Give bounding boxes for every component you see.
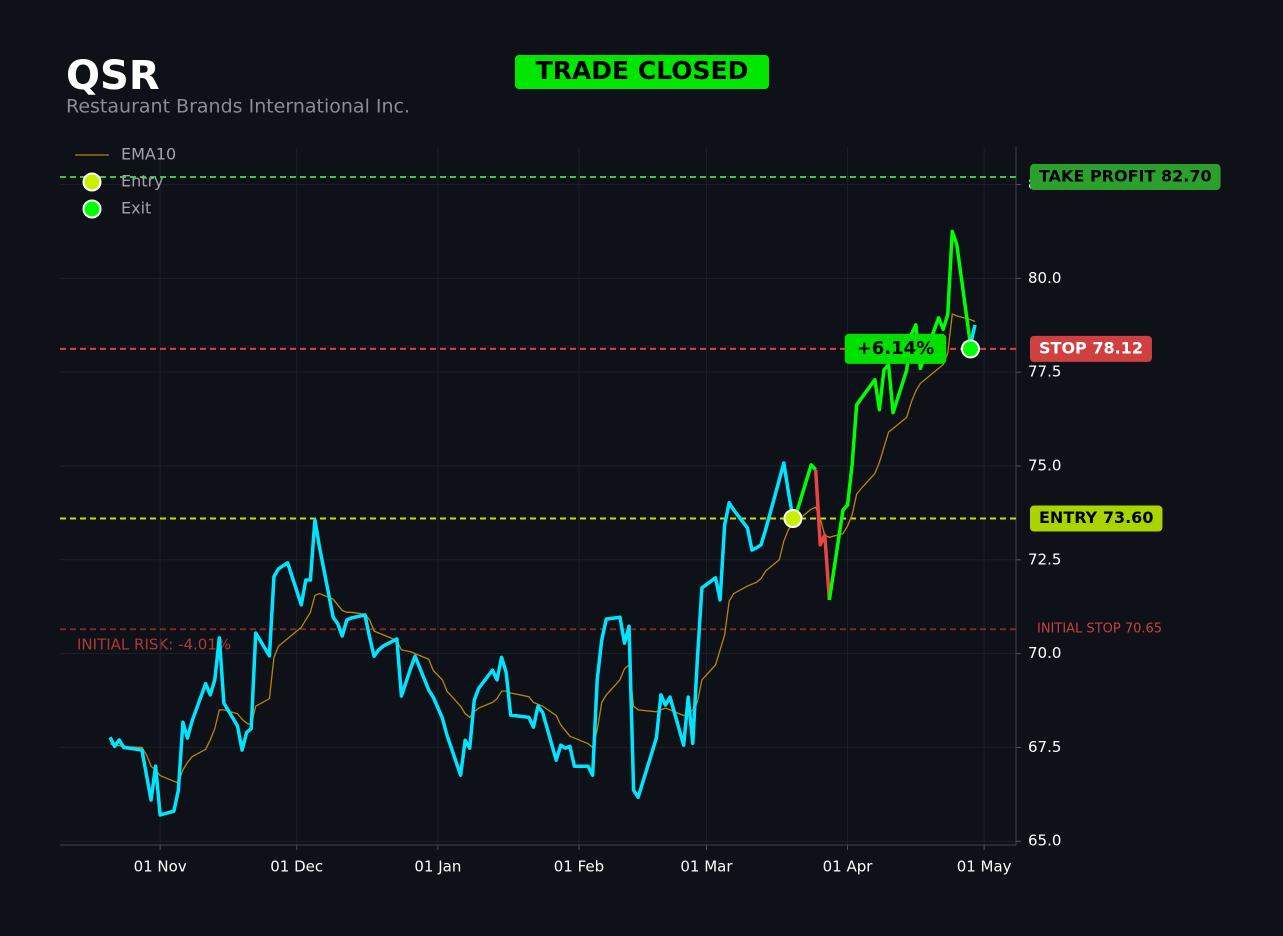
level-box [1030, 505, 1163, 532]
legend-label: Entry [121, 172, 164, 191]
x-tick-label: 01 Apr [823, 858, 874, 876]
x-tick-label: 01 Mar [680, 858, 733, 876]
price-line [813, 469, 832, 601]
x-tick-label: 01 Nov [134, 858, 187, 876]
price-line [827, 229, 973, 601]
gain-label: +6.14% [857, 338, 935, 359]
y-tick-label: 70.0 [1028, 644, 1061, 662]
gain-box [844, 333, 947, 364]
legend-swatch [82, 199, 102, 219]
level-box [1030, 335, 1152, 362]
trade-marker [960, 339, 980, 359]
x-tick-label: 01 Dec [270, 858, 323, 876]
risk-annotation: INITIAL RISK: -4.01% [77, 636, 231, 654]
x-tick-label: 01 Jan [414, 858, 461, 876]
level-box [1030, 164, 1221, 191]
chart-title: QSR [66, 53, 160, 99]
price-line [108, 461, 795, 817]
level-label: ENTRY 73.60 [1039, 508, 1153, 527]
y-tick-label: 65.0 [1028, 832, 1061, 850]
legend-swatch [82, 172, 102, 192]
status-badge [515, 55, 769, 89]
y-tick-label: 72.5 [1028, 550, 1061, 568]
y-tick-label: 77.5 [1028, 363, 1061, 381]
x-tick-label: 01 May [957, 858, 1012, 876]
y-tick-label: 67.5 [1028, 738, 1061, 756]
status-text: TRADE CLOSED [536, 56, 749, 85]
x-tick-label: 01 Feb [554, 858, 604, 876]
chart-subtitle: Restaurant Brands International Inc. [66, 96, 410, 118]
legend: EMA10 Entry Exit [75, 145, 176, 219]
legend-label: Exit [121, 199, 151, 218]
level-label: STOP 78.12 [1039, 338, 1143, 357]
y-tick-label: 80.0 [1028, 269, 1061, 287]
level-label: INITIAL STOP 70.65 [1037, 622, 1162, 637]
y-tick-label: 75.0 [1028, 456, 1061, 474]
trade-marker [783, 509, 803, 529]
legend-label: EMA10 [121, 145, 176, 164]
level-label: TAKE PROFIT 82.70 [1039, 167, 1212, 186]
ema-line [109, 313, 976, 784]
